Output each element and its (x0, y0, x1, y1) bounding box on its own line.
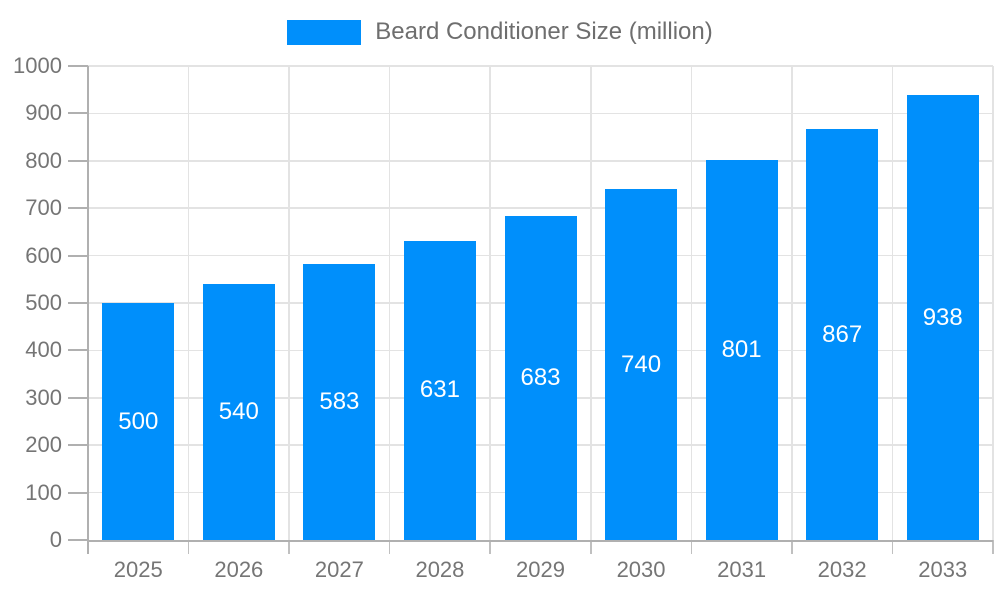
y-tick (68, 539, 88, 541)
legend-label: Beard Conditioner Size (million) (375, 18, 713, 45)
v-gridline (288, 66, 290, 540)
y-axis-tick-label: 400 (25, 337, 62, 363)
y-tick (68, 396, 88, 399)
h-gridline (88, 207, 993, 209)
bar[interactable] (806, 129, 879, 540)
y-tick (68, 349, 88, 352)
bar-value-label: 867 (822, 320, 863, 348)
y-axis-tick-label: 200 (25, 432, 62, 458)
y-axis-tick-label: 300 (25, 384, 62, 410)
bar-value-label: 740 (621, 350, 662, 378)
v-gridline (187, 66, 190, 540)
x-tick (690, 540, 693, 554)
bar[interactable] (202, 284, 275, 540)
v-gridline (489, 66, 491, 540)
y-axis-tick-label: 0 (49, 527, 62, 552)
y-tick (68, 207, 88, 210)
x-axis-tick-label: 2026 (214, 557, 264, 582)
bar[interactable] (504, 216, 577, 540)
y-axis-tick-label: 800 (25, 147, 62, 173)
legend-swatch-icon (287, 19, 362, 45)
x-axis-tick-label: 2030 (616, 557, 666, 582)
h-gridline (88, 112, 993, 115)
bar-value-label: 631 (419, 376, 460, 404)
x-axis-tick-label: 2033 (918, 557, 968, 582)
x-axis-tick-label: 2027 (314, 557, 364, 582)
x-tick (489, 540, 491, 554)
x-tick (791, 540, 793, 554)
x-axis-tick-label: 2025 (113, 557, 163, 582)
h-gridline (88, 160, 993, 162)
bar[interactable] (605, 189, 678, 540)
y-axis-line (87, 66, 89, 554)
bar-value-label: 683 (520, 364, 561, 392)
legend-item[interactable]: Beard Conditioner Size (million) (0, 12, 1000, 52)
bar[interactable] (102, 303, 175, 540)
v-gridline (690, 66, 693, 540)
v-gridline (388, 66, 391, 540)
v-gridline (891, 66, 894, 540)
x-tick (288, 540, 290, 554)
bar-value-label: 500 (118, 407, 159, 435)
bar-value-label: 938 (922, 303, 963, 331)
bar-value-label: 801 (721, 336, 762, 364)
x-axis-tick-label: 2028 (415, 557, 465, 582)
bar[interactable] (303, 263, 376, 540)
v-gridline (590, 66, 592, 540)
bar[interactable] (403, 240, 476, 540)
x-tick (388, 540, 391, 554)
y-axis-tick-label: 1000 (13, 53, 62, 78)
y-tick (68, 302, 88, 304)
x-tick (992, 540, 994, 554)
bar-value-label: 583 (319, 387, 360, 415)
y-tick (68, 159, 88, 162)
y-tick (68, 112, 88, 115)
bar[interactable] (705, 160, 778, 540)
x-tick (187, 540, 190, 554)
y-axis-tick-label: 700 (25, 195, 62, 221)
x-axis-line (87, 540, 993, 542)
h-gridline (88, 65, 993, 67)
y-axis-tick-label: 100 (25, 479, 62, 505)
y-axis-tick-label: 600 (25, 242, 62, 268)
y-axis-tick-label: 500 (25, 290, 62, 315)
y-axis-tick-label: 900 (25, 100, 62, 126)
x-tick (590, 540, 592, 554)
bar-value-label: 540 (218, 398, 259, 426)
y-tick (68, 65, 88, 67)
x-axis-tick-label: 2029 (516, 557, 565, 582)
y-tick (68, 491, 88, 494)
x-tick (891, 540, 894, 554)
y-tick (68, 444, 88, 447)
v-gridline (992, 66, 994, 540)
bar[interactable] (906, 95, 979, 540)
x-axis-tick-label: 2031 (717, 557, 767, 582)
x-axis-tick-label: 2032 (817, 557, 867, 582)
v-gridline (791, 66, 793, 540)
y-tick (68, 254, 88, 257)
